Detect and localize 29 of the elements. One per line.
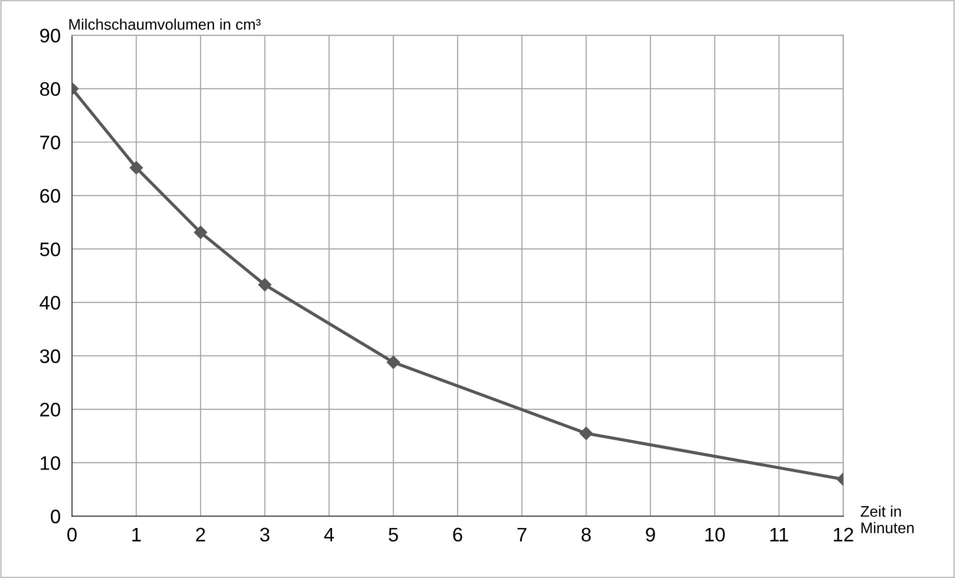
x-tick-label: 11	[770, 528, 788, 542]
x-tick-label: 8	[582, 528, 591, 542]
y-tick-label: 90	[40, 28, 60, 42]
point	[130, 161, 143, 174]
point	[258, 278, 272, 292]
x-tick-label: 12	[834, 528, 854, 542]
x-tick-label: 10	[705, 528, 725, 542]
x-tick-label: 5	[388, 528, 398, 542]
point	[194, 226, 208, 240]
y-tick-label: 10	[40, 456, 60, 470]
x-tick-label: 4	[324, 528, 334, 542]
y-tick-label: 70	[40, 136, 60, 150]
y-tick-label: 40	[40, 296, 60, 310]
point	[386, 356, 400, 369]
x-tick-label: 2	[196, 528, 205, 542]
x-tick-label: 6	[453, 528, 462, 542]
x-tick-label: 3	[260, 528, 270, 542]
y-tick-label: 30	[40, 349, 60, 364]
x-tick-label: 1	[132, 528, 141, 542]
y-tick-label: 0	[50, 510, 60, 524]
y-tick-label: 80	[40, 82, 60, 96]
x-tick-label: 9	[646, 528, 655, 542]
y-tick-label: 60	[40, 189, 60, 203]
y-tick-label: 50	[40, 242, 60, 256]
y-axis-title: Milchschaumvolumen in cm³	[69, 18, 261, 30]
x-tick-label: 7	[518, 528, 526, 542]
y-tick-label: 20	[40, 402, 60, 417]
x-tick-label: 0	[67, 528, 77, 542]
x-axis-title: Zeit in Minuten	[860, 506, 914, 534]
